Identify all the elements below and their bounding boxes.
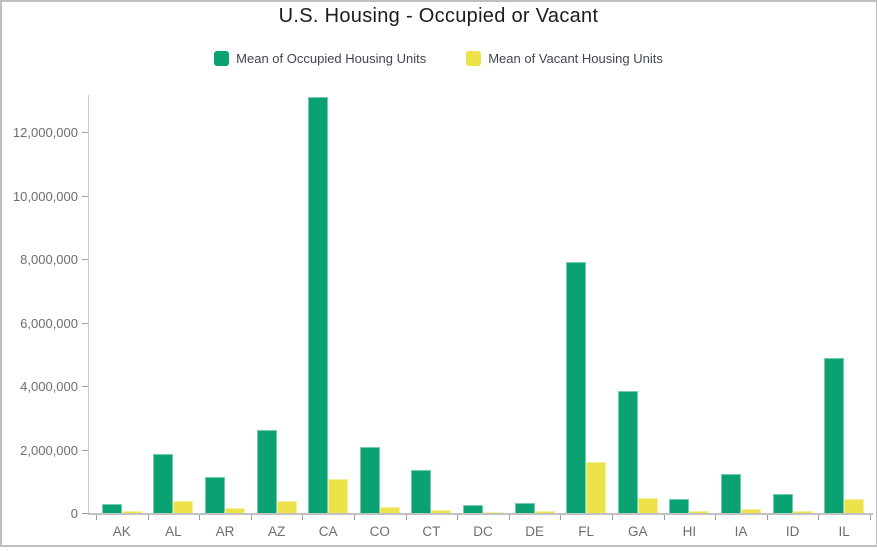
- bar-occupied-AL[interactable]: [153, 454, 173, 513]
- x-axis-tick: [870, 515, 871, 520]
- bar-occupied-AK[interactable]: [102, 504, 122, 513]
- bar-occupied-DC[interactable]: [463, 505, 483, 513]
- legend-item-occupied[interactable]: Mean of Occupied Housing Units: [214, 51, 426, 66]
- bar-vacant-AL[interactable]: [173, 501, 193, 513]
- x-axis-tick: [766, 515, 768, 520]
- bar-occupied-IL[interactable]: [824, 358, 844, 513]
- x-axis-tick: [612, 515, 613, 520]
- x-axis-label-AR: AR: [215, 524, 235, 539]
- x-axis-label-DE: DE: [525, 524, 544, 539]
- x-axis-tick: [147, 515, 149, 520]
- x-axis-label-ID: ID: [785, 524, 800, 539]
- bar-vacant-CT[interactable]: [431, 510, 451, 513]
- y-axis-tick-label: 2,000,000: [20, 442, 78, 458]
- y-axis-tick-label: 6,000,000: [20, 315, 78, 331]
- bar-occupied-HI[interactable]: [669, 499, 689, 513]
- x-axis-tick: [560, 515, 562, 520]
- x-axis-label-HI: HI: [682, 524, 697, 539]
- legend: Mean of Occupied Housing Units Mean of V…: [0, 51, 877, 66]
- bar-occupied-CT[interactable]: [411, 470, 431, 513]
- legend-swatch-vacant-icon: [466, 51, 482, 66]
- x-axis-label-IA: IA: [734, 524, 748, 539]
- bar-vacant-GA[interactable]: [638, 498, 658, 513]
- x-axis-label-AK: AK: [112, 524, 131, 539]
- x-axis-label-CO: CO: [369, 524, 390, 539]
- x-axis-tick: [818, 515, 820, 520]
- x-axis-tick: [96, 515, 97, 520]
- x-axis-tick: [302, 515, 304, 520]
- x-axis-tick: [250, 515, 252, 520]
- y-axis-tick: [82, 195, 88, 197]
- bar-occupied-DE[interactable]: [515, 503, 535, 513]
- bar-vacant-AR[interactable]: [225, 508, 245, 513]
- y-axis-tick: [82, 322, 88, 324]
- x-axis-label-DC: DC: [473, 524, 493, 539]
- legend-item-vacant[interactable]: Mean of Vacant Housing Units: [466, 51, 663, 66]
- y-axis-tick: [82, 132, 88, 134]
- bar-occupied-CO[interactable]: [360, 447, 380, 513]
- bar-occupied-CA[interactable]: [308, 97, 328, 513]
- bar-occupied-AZ[interactable]: [257, 430, 277, 513]
- x-axis-label-GA: GA: [628, 524, 648, 539]
- bar-occupied-IA[interactable]: [721, 474, 741, 513]
- x-axis-label-IL: IL: [838, 524, 850, 539]
- x-axis-line: [88, 513, 873, 515]
- bar-vacant-HI[interactable]: [689, 511, 709, 513]
- bar-vacant-ID[interactable]: [793, 511, 813, 513]
- y-axis-tick-label: 0: [70, 506, 78, 521]
- bar-vacant-CO[interactable]: [380, 507, 400, 513]
- chart-title: U.S. Housing - Occupied or Vacant: [278, 5, 599, 27]
- bar-occupied-FL[interactable]: [566, 262, 586, 513]
- y-axis-tick-label: 4,000,000: [20, 379, 78, 395]
- y-axis-tick-label: 10,000,000: [12, 188, 78, 204]
- x-axis-label-AL: AL: [165, 524, 182, 539]
- y-axis-tick: [82, 513, 88, 514]
- x-axis-label-CT: CT: [422, 524, 441, 539]
- x-axis-label-CA: CA: [318, 524, 338, 539]
- bar-vacant-DC[interactable]: [483, 512, 503, 513]
- y-axis-line: [88, 95, 89, 514]
- bar-vacant-IA[interactable]: [741, 509, 761, 513]
- y-axis-tick: [82, 386, 88, 388]
- bar-vacant-FL[interactable]: [586, 462, 606, 513]
- y-axis-tick: [82, 259, 88, 261]
- x-axis-label-FL: FL: [578, 524, 595, 539]
- bar-occupied-AR[interactable]: [205, 477, 225, 513]
- x-axis-tick: [663, 515, 665, 520]
- x-axis-label-AZ: AZ: [267, 524, 286, 539]
- y-axis-tick-label: 12,000,000: [12, 125, 78, 141]
- bar-occupied-ID[interactable]: [773, 494, 793, 513]
- x-axis-tick: [457, 515, 459, 520]
- x-axis-tick: [715, 515, 717, 520]
- bar-vacant-CA[interactable]: [328, 479, 348, 513]
- bar-vacant-IL[interactable]: [844, 499, 864, 513]
- x-axis-tick: [199, 515, 201, 520]
- legend-swatch-occupied-icon: [214, 51, 230, 66]
- bar-vacant-DE[interactable]: [535, 511, 555, 513]
- bar-occupied-GA[interactable]: [618, 391, 638, 513]
- legend-label-vacant: Mean of Vacant Housing Units: [488, 51, 663, 66]
- y-axis-tick: [82, 449, 88, 451]
- bar-vacant-AK[interactable]: [122, 511, 142, 513]
- x-axis-tick: [405, 515, 407, 520]
- y-axis-tick-label: 8,000,000: [20, 252, 78, 268]
- x-axis-tick: [354, 515, 355, 520]
- legend-label-occupied: Mean of Occupied Housing Units: [236, 51, 427, 66]
- x-axis-tick: [508, 515, 510, 520]
- bar-vacant-AZ[interactable]: [277, 501, 297, 513]
